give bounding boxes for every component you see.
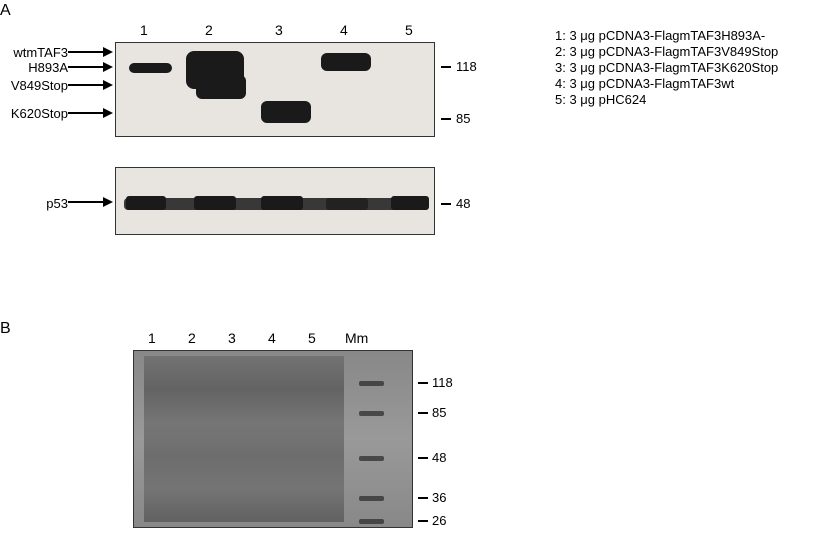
marker-band <box>359 411 384 416</box>
lane-label: Mm <box>345 330 368 346</box>
lane-label: 4 <box>340 22 348 38</box>
marker-label-85b: 85 <box>432 405 446 420</box>
marker-label-118: 118 <box>456 59 477 74</box>
lane-label: 5 <box>308 330 316 346</box>
left-label-k620stop: K620Stop <box>0 106 68 121</box>
marker-band <box>359 496 384 501</box>
marker-tick <box>418 382 428 384</box>
marker-label-26b: 26 <box>432 513 446 528</box>
band-lane3-k620stop <box>261 101 311 123</box>
band-p53-lane1 <box>126 196 166 210</box>
left-label-p53: p53 <box>0 196 68 211</box>
marker-label-118b: 118 <box>432 375 453 390</box>
lane-label: 1 <box>140 22 148 38</box>
band-lane2-v849stop <box>196 75 246 99</box>
band-p53-lane2 <box>194 196 236 210</box>
band-p53-lane3 <box>261 196 303 210</box>
band-p53-lane4 <box>326 198 368 210</box>
left-label-wtmtaf3: wtmTAF3 <box>0 45 68 60</box>
marker-label-48b: 48 <box>432 450 446 465</box>
marker-band <box>359 519 384 524</box>
arrow-icon <box>68 58 113 76</box>
marker-label-36b: 36 <box>432 490 446 505</box>
legend-item: 1: 3 μg pCDNA3-FlagmTAF3H893A- <box>555 28 765 43</box>
marker-tick <box>441 66 451 68</box>
lane-label: 2 <box>205 22 213 38</box>
arrow-icon <box>68 104 113 122</box>
left-label-h893a: H893A <box>0 60 68 75</box>
left-label-v849stop: V849Stop <box>0 78 68 93</box>
panel-a-label: A <box>0 2 11 20</box>
lane-label: 3 <box>275 22 283 38</box>
band-p53-lane5 <box>391 196 429 210</box>
marker-tick <box>418 412 428 414</box>
arrow-icon <box>68 76 113 94</box>
legend-item: 3: 3 μg pCDNA3-FlagmTAF3K620Stop <box>555 60 778 75</box>
marker-tick <box>418 520 428 522</box>
panel-b-label: B <box>0 320 11 338</box>
band-lane1-h893a <box>129 63 172 73</box>
marker-band <box>359 456 384 461</box>
lane-label: 3 <box>228 330 236 346</box>
marker-band <box>359 381 384 386</box>
lane-label: 2 <box>188 330 196 346</box>
lane-label: 4 <box>268 330 276 346</box>
marker-label-48: 48 <box>456 196 470 211</box>
marker-tick <box>418 497 428 499</box>
marker-tick <box>441 118 451 120</box>
arrow-icon <box>68 193 113 211</box>
band-lane4-wt <box>321 53 371 71</box>
marker-label-85: 85 <box>456 111 470 126</box>
gel-lane <box>264 356 304 522</box>
coomassie-gel-b <box>133 350 413 528</box>
legend-item: 2: 3 μg pCDNA3-FlagmTAF3V849Stop <box>555 44 778 59</box>
legend-item: 4: 3 μg pCDNA3-FlagmTAF3wt <box>555 76 734 91</box>
lane-label: 5 <box>405 22 413 38</box>
gel-lane <box>184 356 224 522</box>
western-blot-a2 <box>115 167 435 235</box>
lane-label: 1 <box>148 330 156 346</box>
gel-lane <box>224 356 264 522</box>
gel-lane <box>144 356 184 522</box>
western-blot-a1 <box>115 42 435 137</box>
marker-tick <box>441 203 451 205</box>
gel-lane <box>304 356 344 522</box>
legend-item: 5: 3 μg pHC624 <box>555 92 646 107</box>
marker-tick <box>418 457 428 459</box>
